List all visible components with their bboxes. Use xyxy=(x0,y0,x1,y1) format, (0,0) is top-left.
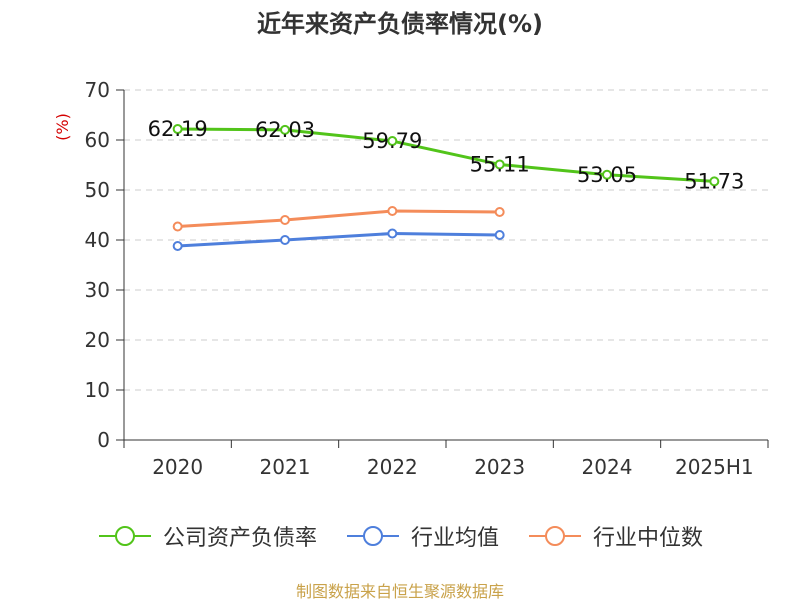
data-point xyxy=(387,206,398,216)
data-point xyxy=(602,169,612,180)
grid-lines xyxy=(124,89,768,391)
axes: 0 10 20 30 40 50 60 70 2020 2021 2022 2023 2024 2025H… xyxy=(85,78,769,479)
legend-swatch-marker xyxy=(114,526,135,546)
data-point xyxy=(494,159,505,170)
legend-swatch-marker xyxy=(362,526,383,546)
series xyxy=(172,124,720,251)
data-point xyxy=(280,124,290,135)
data-point xyxy=(387,228,398,239)
y-tick-label: 50 xyxy=(85,178,110,202)
x-tick-label: 2021 xyxy=(260,455,311,479)
series-line xyxy=(176,127,716,183)
data-label: 62.03 xyxy=(255,118,315,142)
y-tick-label: 30 xyxy=(85,278,110,302)
data-point xyxy=(280,215,290,225)
legend-label: 公司资产负债率 xyxy=(162,526,317,551)
data-point xyxy=(494,230,505,240)
y-tick-label: 70 xyxy=(85,78,110,102)
x-tick-label: 2024 xyxy=(582,455,633,479)
data-label: 62.19 xyxy=(148,117,208,141)
data-point xyxy=(387,136,398,147)
data-point xyxy=(172,124,183,135)
data-label: 55.11 xyxy=(470,152,530,176)
data-point xyxy=(172,241,183,251)
legend-label: 行业均值 xyxy=(410,526,499,551)
y-tick-label: 0 xyxy=(97,428,110,452)
series-line xyxy=(176,232,502,248)
series-2 xyxy=(172,206,505,232)
legend-label: 行业中位数 xyxy=(593,526,704,551)
x-tick-label: 2022 xyxy=(367,455,418,479)
source-note: 制图数据来自恒生聚源数据库 xyxy=(295,582,504,601)
y-tick-label: 20 xyxy=(85,328,110,352)
y-axis-label: (%) xyxy=(53,113,72,141)
chart-title: 近年来资产负债率情况(%) xyxy=(257,10,543,38)
data-point xyxy=(172,221,183,232)
data-label: 53.05 xyxy=(577,163,637,187)
legend-swatch xyxy=(98,526,151,546)
data-labels: 62.19 62.03 59.79 55.11 53.05 51.73 xyxy=(148,117,745,193)
legend: 公司资产负债率 行业均值 行业中位数 xyxy=(0,520,800,552)
data-label: 51.73 xyxy=(684,169,744,193)
series-1 xyxy=(172,228,505,251)
series-line xyxy=(176,209,502,228)
series-0 xyxy=(172,124,720,187)
legend-item[interactable]: 行业均值 xyxy=(345,520,499,552)
legend-swatch-marker xyxy=(545,526,565,546)
legend-swatch xyxy=(346,526,399,546)
x-tick-label: 2025H1 xyxy=(675,455,754,479)
x-tick-label: 2023 xyxy=(474,455,525,479)
legend-item[interactable]: 公司资产负债率 xyxy=(97,520,317,552)
x-tick-label: 2020 xyxy=(152,455,203,479)
legend-item[interactable]: 行业中位数 xyxy=(527,520,703,552)
y-tick-label: 40 xyxy=(85,228,110,252)
data-label: 59.79 xyxy=(362,129,422,153)
y-tick-label: 10 xyxy=(85,378,110,402)
legend-swatch xyxy=(529,526,581,546)
data-point xyxy=(494,207,505,217)
data-point xyxy=(709,176,720,187)
data-point xyxy=(280,235,290,245)
y-tick-label: 60 xyxy=(85,128,110,152)
